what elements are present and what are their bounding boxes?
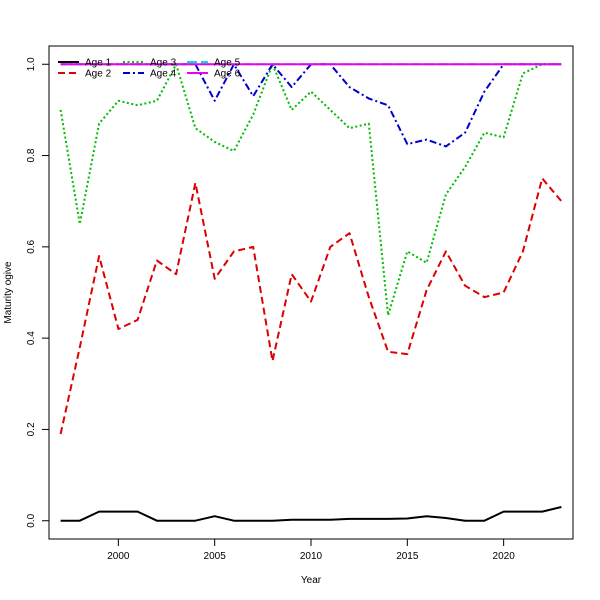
x-tick-label: 2010 bbox=[300, 551, 323, 562]
legend-label: Age 4 bbox=[150, 69, 177, 80]
y-tick-label: 1.0 bbox=[26, 57, 37, 71]
series-line-age-1 bbox=[60, 506, 562, 522]
x-axis-title: Year bbox=[301, 575, 322, 586]
legend-label: Age 3 bbox=[150, 58, 177, 69]
legend-label: Age 2 bbox=[85, 69, 112, 80]
legend-label: Age 1 bbox=[85, 58, 112, 69]
x-tick-label: 2020 bbox=[493, 551, 516, 562]
y-tick-label: 0.6 bbox=[26, 239, 37, 253]
legend-label: Age 5 bbox=[214, 58, 241, 69]
y-axis-title: Maturity ogive bbox=[3, 261, 14, 324]
y-tick-label: 0.4 bbox=[26, 331, 37, 345]
y-tick-label: 0.2 bbox=[26, 422, 37, 436]
y-tick-label: 0.8 bbox=[26, 148, 37, 162]
x-tick-label: 2000 bbox=[107, 551, 130, 562]
series-line-age-2 bbox=[59, 177, 563, 435]
series-line-age-3 bbox=[59, 63, 562, 317]
y-tick-label: 0.0 bbox=[26, 513, 37, 527]
plot-area bbox=[48, 45, 574, 540]
x-axis: 2000 2005 2010 2015 2020 bbox=[107, 539, 515, 562]
plot-frame bbox=[48, 45, 574, 540]
y-axis: 0.0 0.2 0.4 0.6 0.8 1.0 bbox=[26, 57, 49, 528]
x-tick-label: 2015 bbox=[396, 551, 419, 562]
legend-label: Age 6 bbox=[214, 69, 241, 80]
x-tick-label: 2005 bbox=[204, 551, 227, 562]
series-lines bbox=[59, 63, 563, 522]
